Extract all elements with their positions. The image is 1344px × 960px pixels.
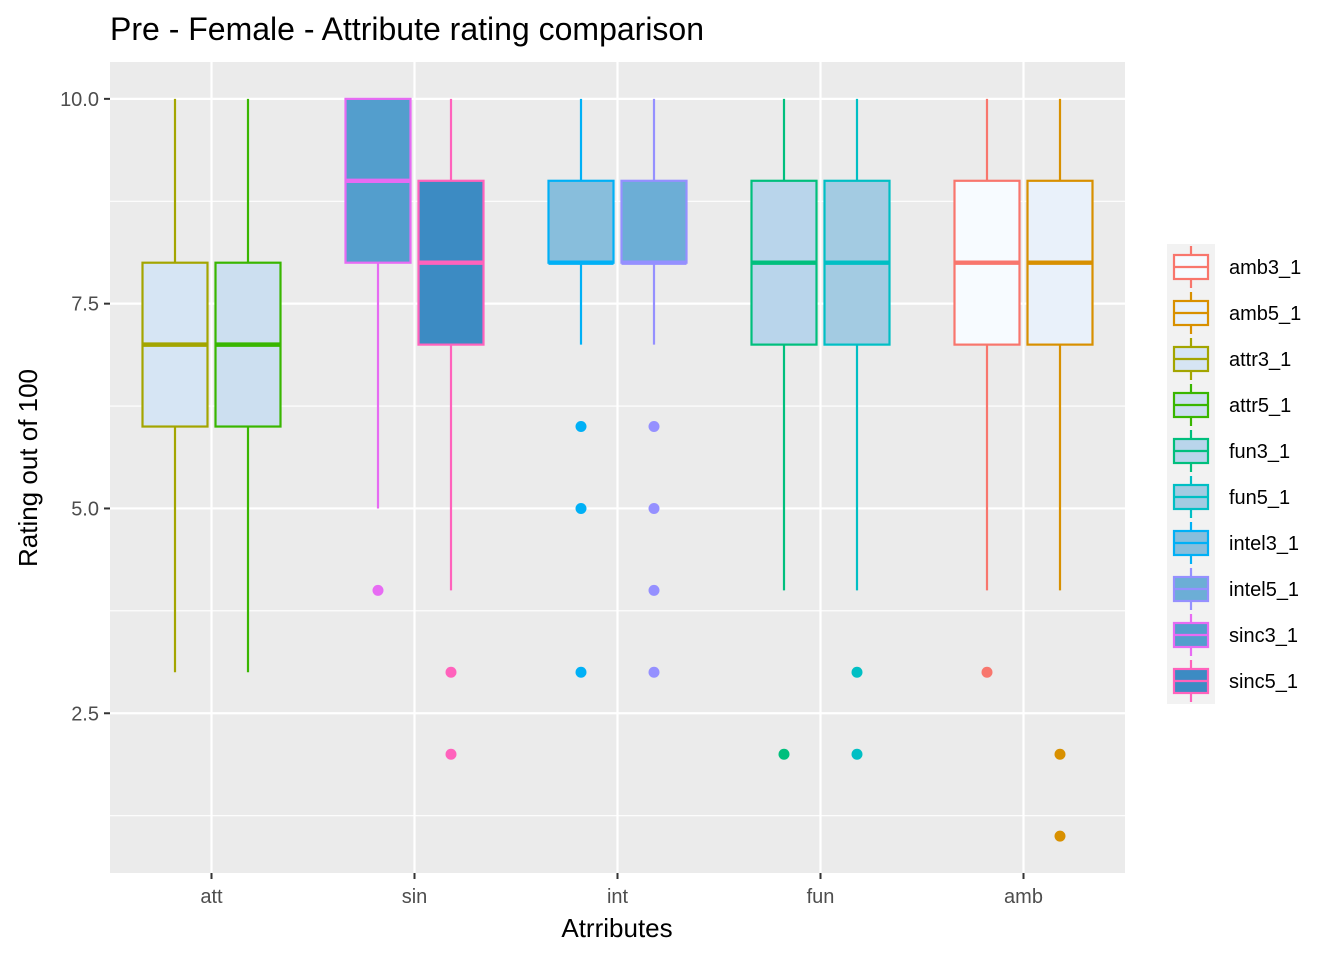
outlier-point — [372, 584, 384, 596]
outlier-point — [648, 584, 660, 596]
x-axis: att sin int fun amb — [200, 873, 1043, 908]
chart-title: Pre - Female - Attribute rating comparis… — [110, 11, 704, 47]
x-tick-label: fun — [807, 886, 835, 908]
box-sinc3_1 — [344, 97, 412, 596]
outlier-point — [445, 666, 457, 678]
outlier-point — [1054, 748, 1066, 760]
legend-item-fun5_1: fun5_1 — [1172, 476, 1290, 518]
box-amb5_1 — [1026, 98, 1094, 842]
box-rect — [547, 179, 615, 264]
outlier-point — [575, 421, 587, 433]
y-tick-label: 5.0 — [71, 498, 99, 520]
box-rect — [620, 179, 688, 264]
outlier-point — [1054, 830, 1066, 842]
x-tick-label: amb — [1004, 886, 1043, 908]
outlier-point — [648, 421, 660, 433]
legend-item-sinc3_1: sinc3_1 — [1172, 614, 1298, 656]
legend-label: attr5_1 — [1229, 395, 1291, 417]
box-attr3_1 — [141, 98, 209, 673]
outlier-point — [778, 748, 790, 760]
x-tick-label: att — [200, 886, 223, 908]
box-amb3_1 — [953, 98, 1021, 678]
box-fun5_1 — [823, 98, 891, 760]
legend-label: amb5_1 — [1229, 303, 1301, 325]
legend-item-fun3_1: fun3_1 — [1172, 430, 1290, 472]
box-intel3_1 — [547, 98, 615, 678]
outlier-point — [445, 748, 457, 760]
legend-label: fun3_1 — [1229, 441, 1290, 463]
y-axis-title: Rating out of 100 — [13, 369, 43, 567]
outlier-point — [575, 666, 587, 678]
legend-item-sinc5_1: sinc5_1 — [1172, 660, 1298, 702]
legend-label: attr3_1 — [1229, 349, 1291, 371]
legend-item-amb5_1: amb5_1 — [1172, 292, 1301, 334]
y-tick-label: 2.5 — [71, 703, 99, 725]
legend-item-attr3_1: attr3_1 — [1172, 338, 1291, 380]
legend-label: intel5_1 — [1229, 579, 1299, 601]
legend: amb3_1 amb5_1 attr3_1 attr5_1 fun3_1 fun5_1in… — [1167, 244, 1301, 704]
legend-label: fun5_1 — [1229, 487, 1290, 509]
outlier-point — [648, 666, 660, 678]
legend-item-intel3_1: intel3_1 — [1172, 522, 1299, 564]
legend-label: sinc5_1 — [1229, 671, 1298, 693]
legend-label: intel3_1 — [1229, 533, 1299, 555]
legend-label: sinc3_1 — [1229, 625, 1298, 647]
box-group — [141, 97, 1094, 842]
legend-item-amb3_1: amb3_1 — [1172, 246, 1301, 288]
legend-item-attr5_1: attr5_1 — [1172, 384, 1291, 426]
y-tick-label: 10.0 — [60, 89, 99, 111]
outlier-point — [851, 748, 863, 760]
x-tick-label: sin — [402, 886, 428, 908]
x-axis-title: Atrributes — [561, 913, 672, 943]
legend-label: amb3_1 — [1229, 257, 1301, 279]
y-tick-label: 7.5 — [71, 294, 99, 316]
box-intel5_1 — [620, 98, 688, 678]
x-tick-label: int — [607, 886, 629, 908]
outlier-point — [648, 502, 660, 514]
y-axis: 2.5 5.0 7.5 10.0 — [60, 89, 110, 725]
legend-item-intel5_1: intel5_1 — [1172, 568, 1299, 610]
outlier-point — [575, 502, 587, 514]
box-attr5_1 — [214, 98, 282, 673]
outlier-point — [851, 666, 863, 678]
box-fun3_1 — [750, 98, 818, 760]
box-sinc5_1 — [417, 98, 485, 760]
outlier-point — [981, 666, 993, 678]
